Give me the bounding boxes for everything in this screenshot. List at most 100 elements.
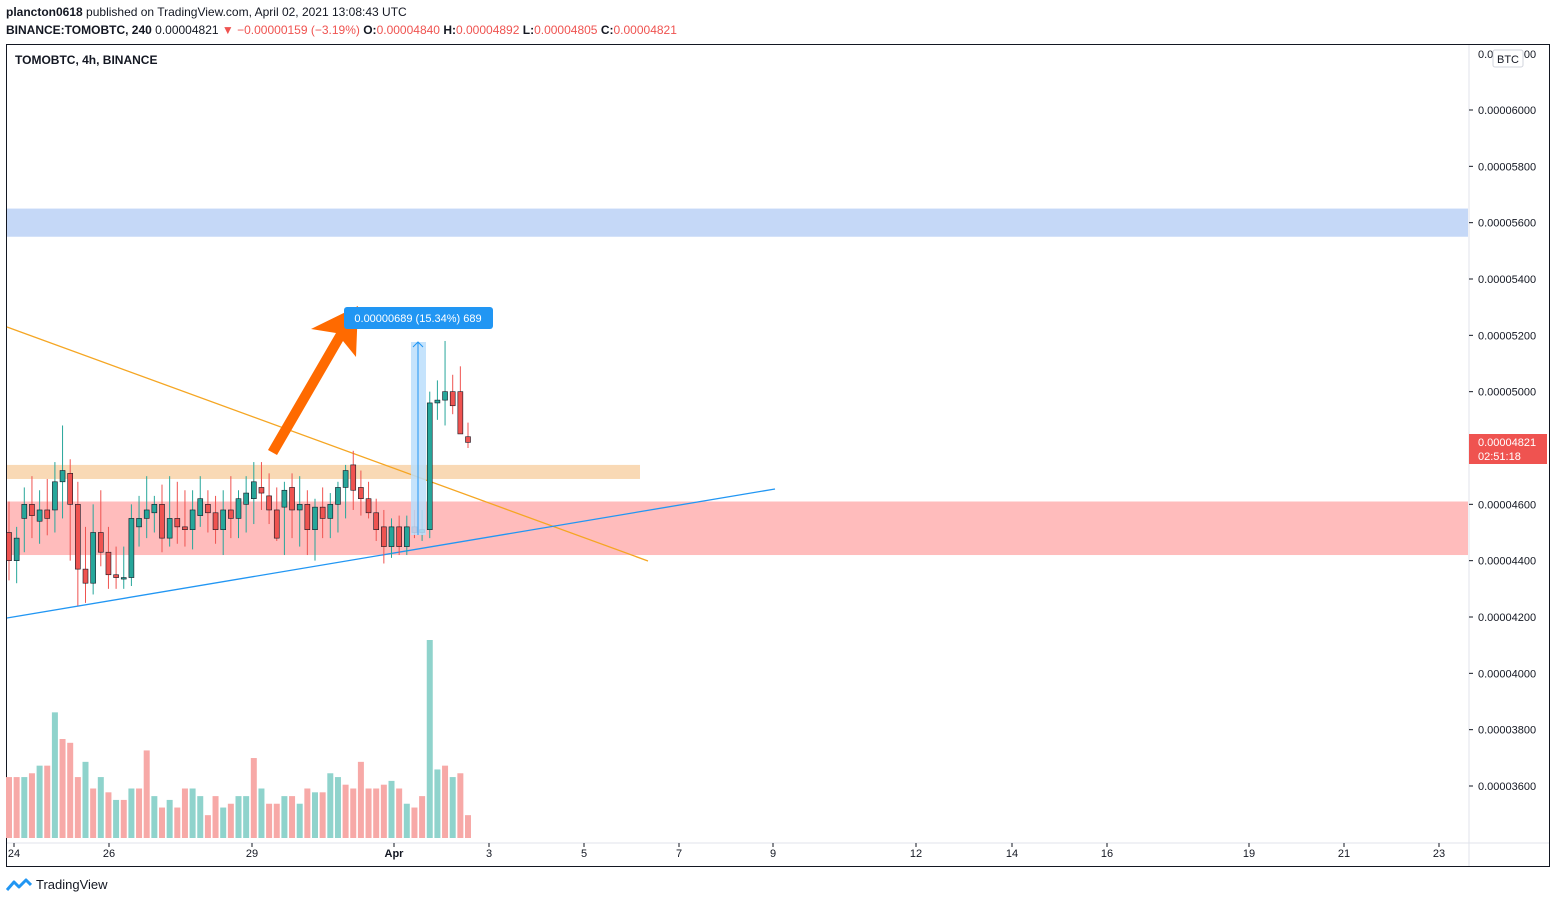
volume-bar bbox=[243, 796, 250, 838]
candle[interactable] bbox=[44, 478, 51, 536]
candle[interactable] bbox=[67, 459, 73, 561]
candle[interactable] bbox=[296, 476, 303, 547]
candle[interactable] bbox=[396, 515, 402, 556]
candle[interactable] bbox=[312, 498, 318, 561]
price-tick-label: 0.00004000 bbox=[1478, 668, 1536, 680]
candle[interactable] bbox=[465, 422, 471, 448]
candle-body bbox=[350, 464, 357, 491]
candle[interactable] bbox=[273, 487, 280, 541]
brand-label: TradingView bbox=[36, 877, 108, 892]
candle[interactable] bbox=[457, 366, 464, 435]
volume-bar bbox=[189, 788, 196, 838]
candle[interactable] bbox=[335, 481, 341, 533]
candle-body bbox=[465, 436, 471, 443]
price-tick-label: 0.00004600 bbox=[1478, 499, 1536, 511]
candle[interactable] bbox=[388, 518, 395, 558]
candle[interactable] bbox=[136, 495, 142, 547]
candle[interactable] bbox=[151, 495, 158, 533]
candle[interactable] bbox=[281, 481, 288, 556]
candle[interactable] bbox=[212, 495, 219, 544]
candle[interactable] bbox=[159, 484, 165, 553]
volume-bar bbox=[296, 803, 303, 838]
candle-body bbox=[358, 487, 364, 499]
candle[interactable] bbox=[381, 509, 387, 564]
candle-body bbox=[449, 391, 456, 407]
low-value: 0.00004805 bbox=[534, 23, 598, 37]
tradingview-logo[interactable]: TradingView bbox=[6, 877, 108, 892]
candle[interactable] bbox=[442, 340, 448, 426]
chart-title: TOMOBTC, 4h, BINANCE bbox=[15, 53, 157, 67]
candle[interactable] bbox=[197, 476, 204, 527]
candle[interactable] bbox=[350, 450, 357, 510]
candle[interactable] bbox=[266, 473, 272, 525]
candle-body bbox=[235, 498, 242, 519]
candle[interactable] bbox=[189, 490, 196, 550]
trendline-descending[interactable] bbox=[6, 326, 649, 562]
candle[interactable] bbox=[449, 374, 456, 415]
candle[interactable] bbox=[59, 425, 66, 519]
volume-bar bbox=[426, 640, 433, 838]
last-price-label: 0.00004821 bbox=[1478, 437, 1536, 449]
candle[interactable] bbox=[128, 504, 135, 587]
candle[interactable] bbox=[220, 490, 226, 556]
candle[interactable] bbox=[243, 476, 249, 533]
time-tick-label: 14 bbox=[1006, 848, 1018, 860]
candle[interactable] bbox=[235, 490, 242, 539]
candle[interactable] bbox=[52, 462, 58, 533]
candle[interactable] bbox=[105, 526, 112, 589]
candle[interactable] bbox=[6, 501, 12, 581]
candle[interactable] bbox=[358, 470, 364, 516]
candle[interactable] bbox=[13, 526, 20, 584]
high-value: 0.00004892 bbox=[455, 23, 520, 37]
zone-breakout[interactable] bbox=[7, 464, 640, 479]
candle[interactable] bbox=[304, 490, 311, 556]
candle[interactable] bbox=[365, 481, 372, 519]
currency-badge[interactable]: BTC bbox=[1492, 49, 1524, 68]
candle-body bbox=[105, 551, 112, 576]
volume-bar bbox=[434, 769, 441, 838]
candle[interactable] bbox=[327, 493, 334, 539]
time-tick-label: 26 bbox=[103, 848, 115, 860]
candle[interactable] bbox=[36, 490, 43, 544]
candle[interactable] bbox=[120, 546, 127, 589]
candle-body bbox=[98, 532, 104, 553]
candle[interactable] bbox=[98, 490, 104, 567]
volume-bar bbox=[250, 758, 257, 838]
annotation-arrow[interactable] bbox=[268, 306, 358, 455]
candle[interactable] bbox=[90, 504, 96, 595]
candle[interactable] bbox=[434, 380, 441, 420]
volume-bar bbox=[13, 777, 20, 838]
price-tick-label: 0.00005400 bbox=[1478, 274, 1536, 286]
candle[interactable] bbox=[143, 476, 150, 539]
candle[interactable] bbox=[319, 487, 326, 539]
volume-bar bbox=[151, 796, 158, 838]
candle[interactable] bbox=[205, 490, 211, 533]
volume-bar bbox=[273, 803, 280, 838]
candle[interactable] bbox=[403, 515, 410, 556]
candle[interactable] bbox=[75, 481, 81, 606]
candle[interactable] bbox=[373, 498, 380, 541]
zone-resistance[interactable] bbox=[7, 208, 1468, 237]
volume-bar bbox=[258, 788, 265, 838]
zone-support[interactable] bbox=[7, 501, 1468, 556]
candle[interactable] bbox=[174, 481, 181, 544]
author-name[interactable]: plancton0618 bbox=[6, 5, 83, 19]
volume-bar bbox=[113, 799, 120, 838]
tradingview-logo-icon bbox=[6, 878, 32, 891]
candle[interactable] bbox=[82, 526, 89, 603]
candle[interactable] bbox=[251, 462, 257, 525]
candle[interactable] bbox=[182, 490, 188, 547]
time-tick-label: 5 bbox=[581, 848, 587, 860]
candle[interactable] bbox=[29, 476, 35, 539]
candle[interactable] bbox=[21, 487, 28, 553]
candle[interactable] bbox=[113, 546, 119, 589]
candle-body bbox=[13, 537, 20, 561]
candle[interactable] bbox=[289, 473, 295, 539]
candle[interactable] bbox=[228, 476, 234, 539]
candle[interactable] bbox=[166, 476, 173, 547]
volume-bar bbox=[365, 788, 372, 838]
candle[interactable] bbox=[258, 462, 265, 510]
candle[interactable] bbox=[426, 391, 433, 539]
candle[interactable] bbox=[342, 464, 349, 519]
